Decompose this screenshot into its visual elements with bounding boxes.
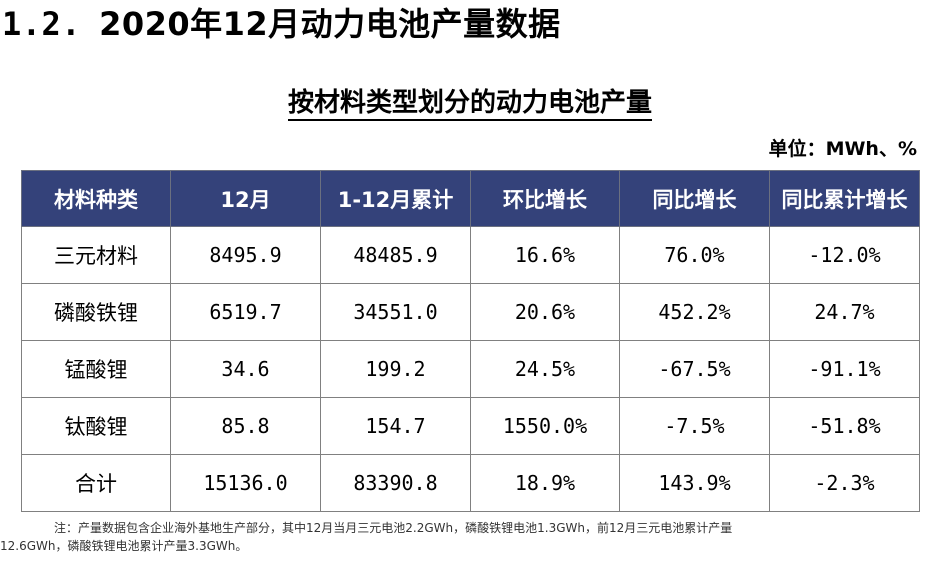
table-cell: -51.8% <box>769 397 920 455</box>
table-cell: 34.6 <box>170 340 321 398</box>
table-cell: -12.0% <box>769 226 920 284</box>
table-row-total: 合计 15136.0 83390.8 18.9% 143.9% -2.3% <box>21 454 920 512</box>
column-header-ytd-yoy: 同比累计增长 <box>769 170 920 227</box>
table-cell: 143.9% <box>619 454 770 512</box>
table-cell: 452.2% <box>619 283 770 341</box>
table-cell: 76.0% <box>619 226 770 284</box>
footnote-line-2: 12.6GWh，磷酸铁锂电池累计产量3.3GWh。 <box>0 539 248 553</box>
table-cell: 合计 <box>21 454 171 512</box>
section-heading: 1.2. 2020年12月动力电池产量数据 <box>2 2 561 46</box>
table-cell: 18.9% <box>470 454 620 512</box>
section-number: 1.2. <box>2 5 82 43</box>
table-cell: 24.7% <box>769 283 920 341</box>
battery-output-table: 材料种类 12月 1-12月累计 环比增长 同比增长 同比累计增长 三元材料 8… <box>21 170 920 512</box>
table-cell: 16.6% <box>470 226 620 284</box>
table-cell: 48485.9 <box>320 226 471 284</box>
table-cell: 磷酸铁锂 <box>21 283 171 341</box>
table-cell: 钛酸锂 <box>21 397 171 455</box>
table-cell: 199.2 <box>320 340 471 398</box>
column-header-mom: 环比增长 <box>470 170 620 227</box>
column-header-ytd: 1-12月累计 <box>320 170 471 227</box>
table-cell: 20.6% <box>470 283 620 341</box>
table-cell: 锰酸锂 <box>21 340 171 398</box>
table-cell: 6519.7 <box>170 283 321 341</box>
table-cell: 83390.8 <box>320 454 471 512</box>
column-header-yoy: 同比增长 <box>619 170 770 227</box>
table-cell: -67.5% <box>619 340 770 398</box>
table-row: 三元材料 8495.9 48485.9 16.6% 76.0% -12.0% <box>21 226 920 284</box>
table-title-text: 按材料类型划分的动力电池产量 <box>287 88 652 121</box>
table-cell: -2.3% <box>769 454 920 512</box>
table-cell: 154.7 <box>320 397 471 455</box>
table-cell: 34551.0 <box>320 283 471 341</box>
column-header-december: 12月 <box>170 170 321 227</box>
table-cell: 85.8 <box>170 397 321 455</box>
section-title: 2020年12月动力电池产量数据 <box>99 5 561 43</box>
unit-label: 单位：MWh、% <box>768 138 917 160</box>
table-cell: -91.1% <box>769 340 920 398</box>
table-row: 钛酸锂 85.8 154.7 1550.0% -7.5% -51.8% <box>21 397 920 455</box>
table-cell: 15136.0 <box>170 454 321 512</box>
table-header-row: 材料种类 12月 1-12月累计 环比增长 同比增长 同比累计增长 <box>21 170 920 227</box>
table-cell: 三元材料 <box>21 226 171 284</box>
footnote-line-1: 注：产量数据包含企业海外基地生产部分，其中12月当月三元电池2.2GWh，磷酸铁… <box>54 521 733 535</box>
table-row: 锰酸锂 34.6 199.2 24.5% -67.5% -91.1% <box>21 340 920 398</box>
table-cell: 24.5% <box>470 340 620 398</box>
column-header-material: 材料种类 <box>21 170 171 227</box>
table-cell: 1550.0% <box>470 397 620 455</box>
table-cell: 8495.9 <box>170 226 321 284</box>
table-row: 磷酸铁锂 6519.7 34551.0 20.6% 452.2% 24.7% <box>21 283 920 341</box>
table-cell: -7.5% <box>619 397 770 455</box>
table-title: 按材料类型划分的动力电池产量 <box>0 86 927 121</box>
